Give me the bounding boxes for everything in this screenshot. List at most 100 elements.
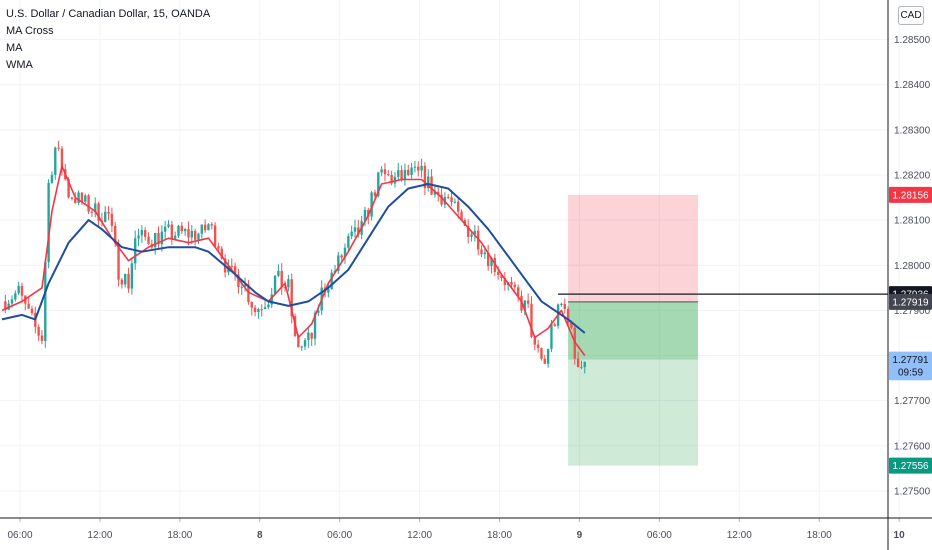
candle-body	[277, 271, 280, 276]
candle-body	[10, 299, 14, 304]
candle-body	[160, 231, 164, 245]
price-tag: 1.28156	[889, 186, 932, 203]
candle-body	[363, 209, 367, 222]
price-tag-bg	[889, 293, 932, 310]
candle-body	[347, 236, 350, 248]
candle-body	[460, 211, 463, 221]
ma-line	[1, 165, 586, 356]
candle-body	[483, 252, 487, 255]
candle-body	[470, 234, 473, 237]
price-tag: 1.27791	[889, 351, 932, 368]
candle-body	[30, 308, 34, 314]
y-tick-label: 1.28100	[894, 216, 931, 227]
candle-body	[153, 232, 157, 248]
candle-body	[290, 279, 293, 317]
candle-body	[357, 227, 360, 235]
candle-body	[167, 224, 170, 227]
x-tick-label: 12:00	[727, 530, 752, 541]
candle-body	[327, 289, 330, 293]
candle-body	[240, 286, 243, 288]
candle-body	[480, 249, 483, 255]
indicator-wma[interactable]: WMA	[6, 59, 33, 71]
candle-body	[533, 336, 536, 345]
price-tag-bg	[889, 364, 932, 381]
candle-body	[417, 166, 420, 171]
candle-body	[130, 263, 134, 289]
candle-body	[217, 246, 220, 249]
candle-body	[20, 285, 24, 296]
candle-body	[197, 233, 200, 240]
candle-body	[490, 257, 493, 267]
candle-body	[210, 224, 213, 226]
candle-body	[137, 235, 140, 239]
candle-body	[157, 232, 160, 245]
candle-body	[50, 174, 54, 183]
price-tag-bg	[889, 457, 932, 474]
candle-body	[543, 358, 546, 364]
x-tick-label: 06:00	[647, 530, 672, 541]
x-tick-label: 12:00	[87, 530, 112, 541]
candle-body	[90, 211, 94, 213]
candle-body	[104, 211, 107, 222]
price-tag-label: 1.28156	[892, 190, 929, 201]
candle-body	[340, 255, 343, 258]
candle-body	[570, 322, 573, 328]
candle-body	[143, 230, 147, 237]
candle-body	[193, 230, 197, 240]
candle-body	[200, 224, 203, 234]
y-tick-label: 1.28300	[894, 125, 931, 136]
candle-body	[147, 236, 150, 244]
candle-body	[230, 265, 233, 267]
candle-body	[310, 332, 313, 339]
realized-profit-zone	[568, 301, 698, 360]
candle-body	[530, 303, 533, 337]
candle-body	[107, 211, 110, 214]
candle-body	[4, 301, 7, 310]
candle-body	[307, 332, 310, 341]
candle-body	[117, 243, 120, 280]
price-tag: 09:59	[889, 364, 932, 381]
candle-body	[410, 167, 413, 175]
candle-body	[393, 176, 397, 184]
candle-body	[370, 192, 373, 217]
candle-body	[140, 230, 144, 236]
indicator-ma[interactable]: MA	[6, 42, 23, 54]
candle-body	[300, 346, 303, 348]
x-tick-label: 12:00	[407, 530, 432, 541]
x-tick-label: 06:00	[327, 530, 352, 541]
position-tool[interactable]	[568, 194, 698, 466]
candle-body	[44, 262, 47, 341]
candle-body	[387, 174, 390, 176]
candle-body	[403, 169, 407, 180]
candle-body	[513, 284, 517, 288]
candle-body	[287, 279, 290, 288]
grid-lines	[0, 0, 900, 518]
candle-body	[313, 312, 317, 339]
price-tag-bg	[889, 351, 932, 368]
candle-body	[540, 348, 543, 359]
candle-body	[267, 304, 270, 308]
candle-body	[17, 285, 20, 294]
candle-body	[237, 274, 240, 288]
candle-body	[180, 225, 184, 232]
price-tag-label: 1.27919	[892, 297, 929, 308]
price-tag: 1.27919	[889, 293, 932, 310]
symbol-title[interactable]: U.S. Dollar / Canadian Dollar, 15, OANDA	[6, 8, 211, 20]
candle-body	[496, 271, 500, 275]
candle-body	[84, 195, 87, 202]
candle-body	[467, 225, 470, 237]
candle-body	[343, 247, 347, 258]
candle-body	[473, 230, 477, 235]
y-tick-label: 1.27900	[894, 306, 931, 317]
price-tag-label: 09:59	[898, 368, 923, 379]
candle-body	[457, 201, 460, 212]
candle-body	[127, 273, 130, 289]
candle-body	[114, 225, 117, 244]
x-tick-label: 8	[257, 530, 263, 541]
indicator-ma-cross[interactable]: MA Cross	[6, 25, 54, 37]
candle-body	[54, 147, 57, 175]
candle-body	[367, 209, 370, 217]
y-tick-label: 1.27600	[894, 441, 931, 452]
currency-badge[interactable]: CAD	[898, 6, 924, 25]
